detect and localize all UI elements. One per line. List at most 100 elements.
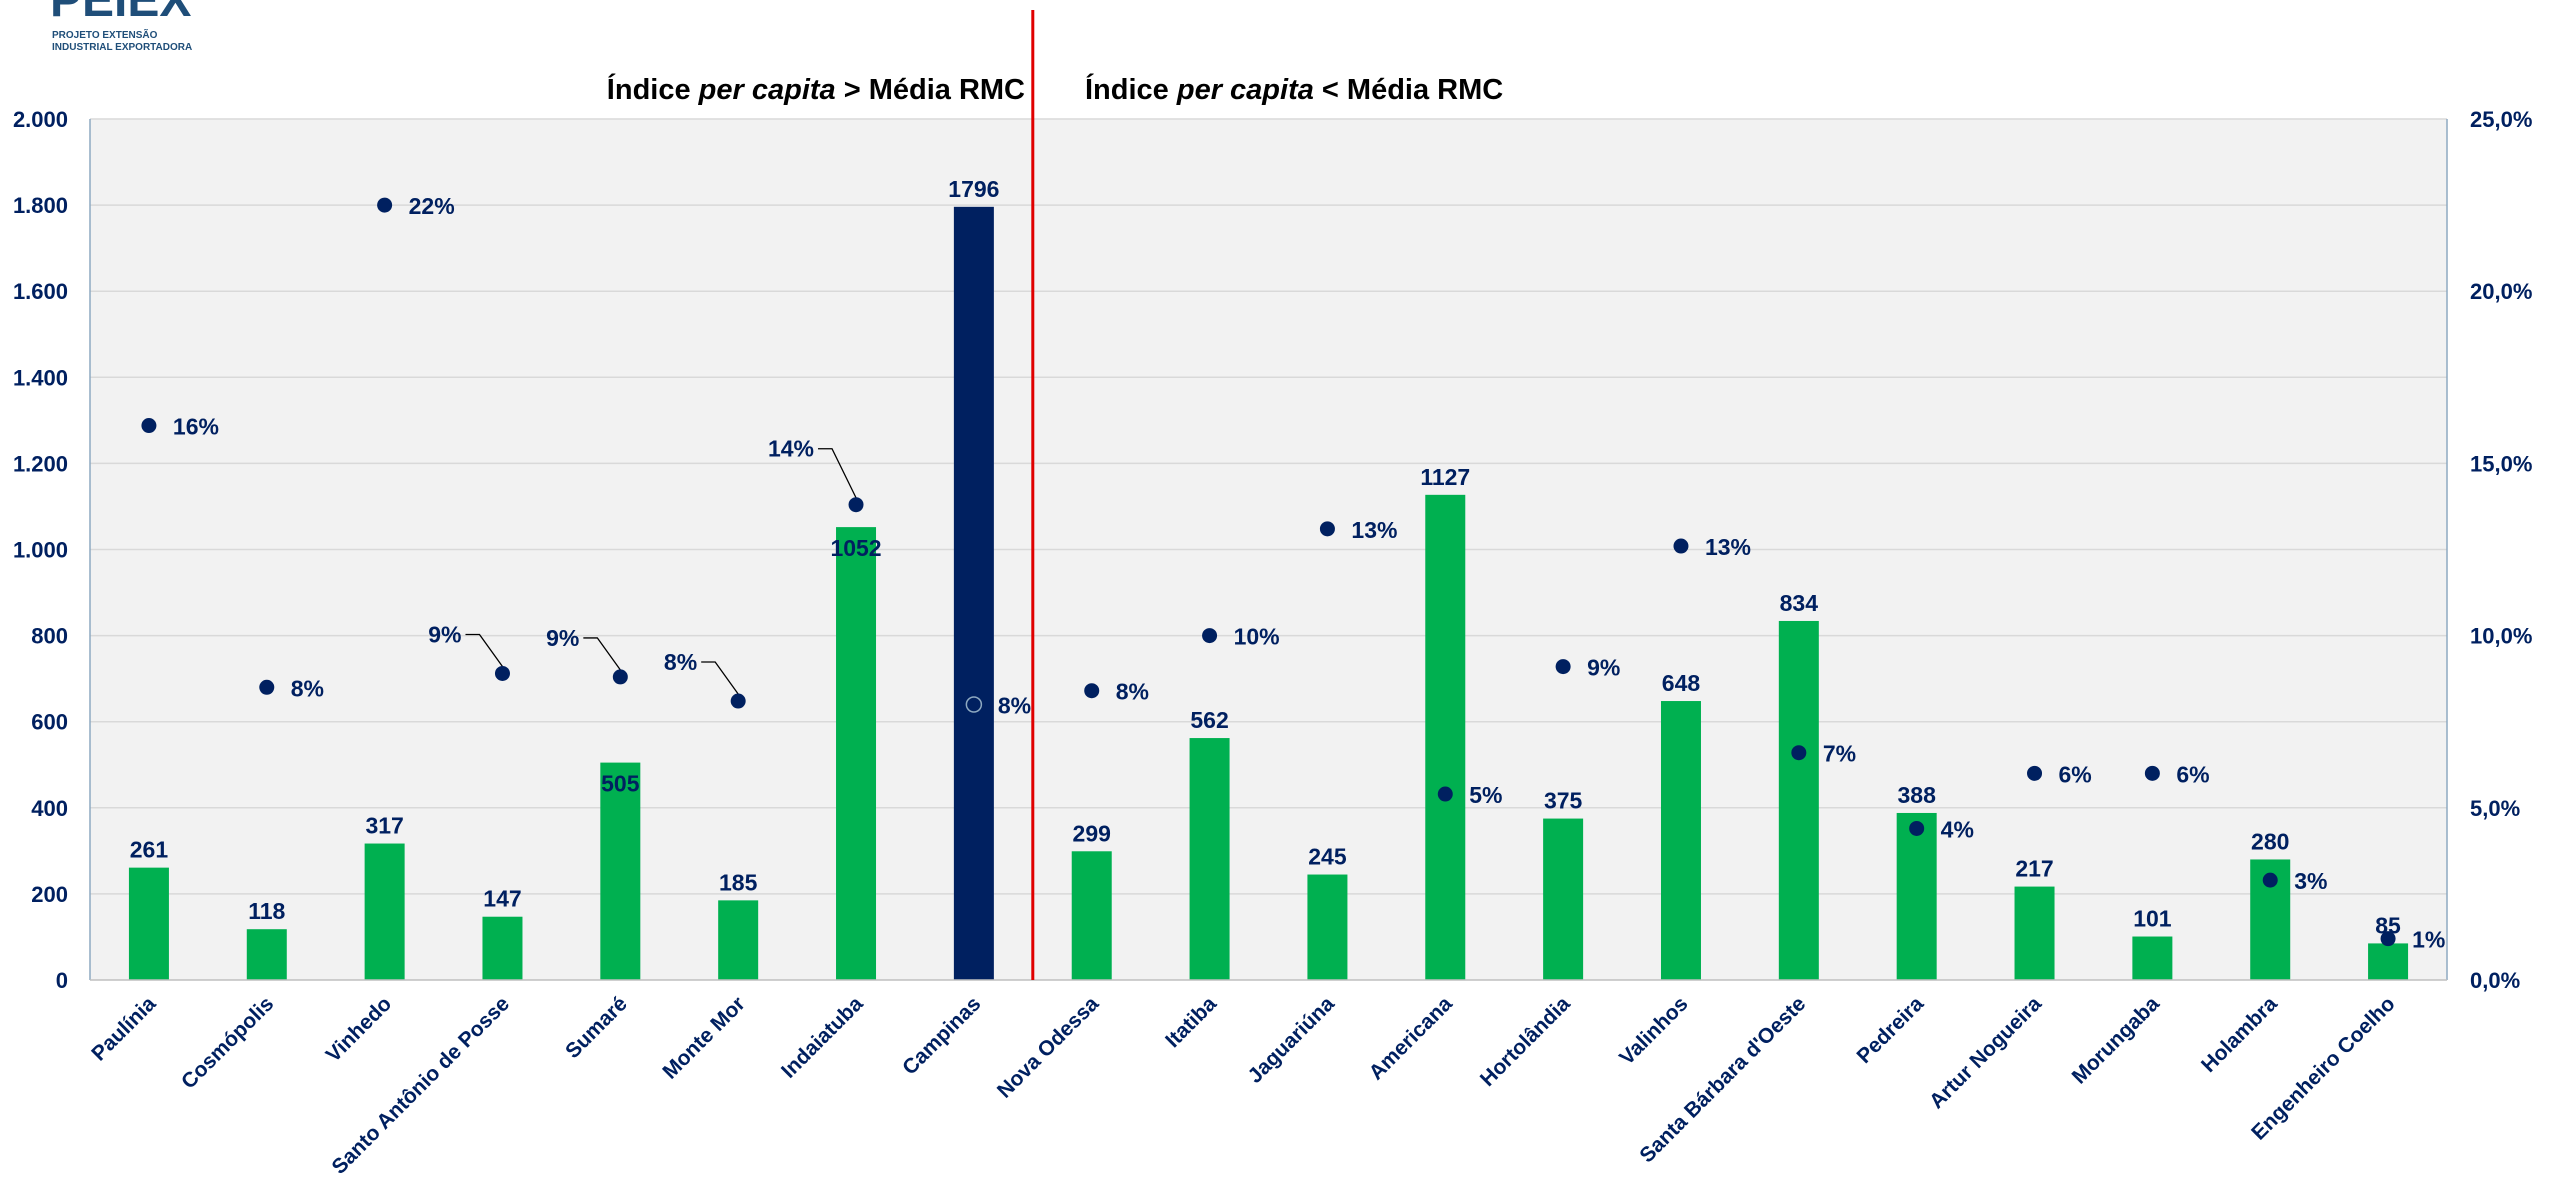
- point-label-vinhedo: 22%: [409, 193, 455, 219]
- point-label-hortolandia: 9%: [1587, 655, 1620, 681]
- bar-label-hortolandia: 375: [1544, 788, 1583, 814]
- category-label-artur-nogueira: Artur Nogueira: [1925, 992, 2046, 1113]
- bar-label-monte-mor: 185: [719, 869, 758, 895]
- bar-label-pedreira: 388: [1897, 782, 1936, 808]
- logo-subtitle-line1: PROJETO EXTENSÃO: [52, 28, 158, 41]
- point-americana: [1437, 786, 1453, 802]
- leader-sumare: [583, 637, 621, 671]
- bar-label-americana: 1127: [1420, 464, 1470, 490]
- point-engenheiro-coelho: [2380, 931, 2396, 947]
- category-label-indaiatuba: Indaiatuba: [777, 992, 868, 1083]
- bar-itatiba: [1189, 738, 1230, 980]
- bar-label-holambra: 280: [2251, 828, 2289, 854]
- right-tick-label: 25,0%: [2470, 107, 2532, 132]
- category-label-hortolandia: Hortolândia: [1476, 992, 1575, 1091]
- point-paulinia: [141, 418, 157, 434]
- point-label-nova-odessa: 8%: [1116, 679, 1149, 705]
- category-label-vinhedo: Vinhedo: [322, 992, 397, 1067]
- bar-campinas: [953, 206, 994, 980]
- bar-jaguariuna: [1307, 874, 1348, 980]
- bar-label-artur-nogueira: 217: [2015, 856, 2053, 882]
- leader-lines: [465, 448, 857, 695]
- logo: PEIEX PROJETO EXTENSÃO INDUSTRIAL EXPORT…: [50, 0, 192, 53]
- bar-santo-antonio-de-posse: [482, 916, 523, 980]
- point-santa-barbara-d-oeste: [1791, 745, 1807, 761]
- left-tick-label: 400: [31, 796, 68, 821]
- category-label-paulinia: Paulínia: [87, 992, 160, 1065]
- point-label-santo-antonio-de-posse: 9%: [428, 621, 461, 647]
- logo-subtitle-line2: INDUSTRIAL EXPORTADORA: [52, 42, 192, 53]
- bar-engenheiro-coelho: [2368, 943, 2409, 980]
- left-tick-label: 200: [31, 882, 68, 907]
- annotation-above-average: Índice per capita > Média RMC: [607, 72, 1025, 106]
- left-tick-label: 2.000: [13, 107, 68, 132]
- point-label-artur-nogueira: 6%: [2059, 761, 2092, 787]
- point-label-paulinia: 16%: [173, 414, 219, 440]
- point-label-sumare: 9%: [546, 625, 579, 651]
- bar-paulinia: [128, 867, 169, 980]
- point-label-valinhos: 13%: [1705, 534, 1751, 560]
- bar-label-itatiba: 562: [1190, 707, 1228, 733]
- bar-label-vinhedo: 317: [365, 813, 403, 839]
- category-label-campinas: Campinas: [898, 992, 985, 1079]
- point-santo-antonio-de-posse: [494, 665, 510, 681]
- right-tick-label: 0,0%: [2470, 968, 2520, 993]
- point-label-monte-mor: 8%: [664, 649, 697, 675]
- right-axis-ticks: 0,0% 5,0% 10,0% 15,0% 20,0% 25,0%: [2470, 107, 2532, 993]
- bar-label-jaguariuna: 245: [1308, 844, 1347, 870]
- category-label-valinhos: Valinhos: [1615, 992, 1692, 1069]
- bar-label-paulinia: 261: [130, 837, 169, 863]
- bar-morungaba: [2132, 936, 2173, 980]
- bar-sumare: [600, 762, 641, 980]
- point-label-morungaba: 6%: [2176, 761, 2209, 787]
- point-monte-mor: [730, 693, 746, 709]
- bar-hortolandia: [1543, 818, 1584, 980]
- point-jaguariuna: [1319, 521, 1335, 537]
- point-label-campinas: 8%: [998, 692, 1031, 718]
- point-artur-nogueira: [2027, 765, 2043, 781]
- point-sumare: [612, 669, 628, 685]
- point-label-santa-barbara-d-oeste: 7%: [1823, 741, 1856, 767]
- left-axis-ticks: 0 200 400 600 800 1.000 1.200 1.400 1.600 1.800 2.…: [13, 107, 68, 993]
- point-hortolandia: [1555, 659, 1571, 675]
- point-label-americana: 5%: [1469, 782, 1502, 808]
- leader-monte-mor: [701, 661, 739, 695]
- bar-label-santo-antonio-de-posse: 147: [483, 886, 521, 912]
- left-tick-label: 600: [31, 710, 68, 735]
- point-pedreira: [1909, 820, 1925, 836]
- category-label-itatiba: Itatiba: [1161, 992, 1221, 1052]
- bar-label-indaiatuba: 1052: [830, 535, 881, 561]
- point-labels: 16% 8% 22% 9% 9% 8% 14% 8% 8% 10% 13% 5% 9% 13% 7% 4% 6%…: [173, 193, 2445, 953]
- point-label-indaiatuba: 14%: [768, 436, 814, 462]
- leader-indaiatuba: [818, 448, 857, 499]
- left-tick-label: 1.600: [13, 279, 68, 304]
- right-tick-label: 20,0%: [2470, 279, 2532, 304]
- axes: [89, 119, 2448, 981]
- points: [141, 197, 2396, 947]
- category-label-monte-mor: Monte Mor: [658, 992, 749, 1083]
- bar-americana: [1425, 494, 1466, 980]
- category-label-nova-odessa: Nova Odessa: [993, 992, 1104, 1103]
- point-holambra: [2262, 872, 2278, 888]
- category-label-pedreira: Pedreira: [1853, 992, 1929, 1068]
- bars: [128, 206, 2409, 980]
- bar-vinhedo: [364, 843, 405, 980]
- category-label-holambra: Holambra: [2197, 992, 2282, 1077]
- point-label-jaguariuna: 13%: [1351, 517, 1397, 543]
- point-label-cosmopolis: 8%: [291, 675, 324, 701]
- category-label-americana: Americana: [1365, 992, 1457, 1084]
- bar-label-valinhos: 648: [1662, 670, 1701, 696]
- bar-label-cosmopolis: 118: [248, 898, 285, 924]
- bar-pedreira: [1896, 812, 1937, 980]
- right-tick-label: 15,0%: [2470, 451, 2532, 476]
- bar-monte-mor: [718, 900, 759, 980]
- bar-valinhos: [1660, 701, 1701, 980]
- category-label-sumare: Sumaré: [561, 992, 632, 1063]
- point-label-holambra: 3%: [2294, 868, 2327, 894]
- left-tick-label: 1.000: [13, 538, 68, 563]
- bar-label-santa-barbara-d-oeste: 834: [1780, 590, 1819, 616]
- point-label-pedreira: 4%: [1941, 816, 1974, 842]
- bar-cosmopolis: [246, 929, 287, 980]
